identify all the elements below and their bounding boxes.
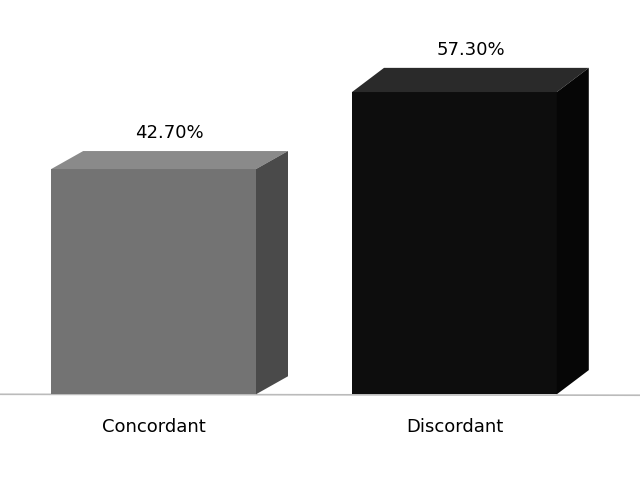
Text: Concordant: Concordant <box>102 418 205 436</box>
Polygon shape <box>352 68 589 92</box>
Text: 57.30%: 57.30% <box>436 41 505 60</box>
Text: 42.70%: 42.70% <box>135 124 204 143</box>
Polygon shape <box>352 92 557 394</box>
Polygon shape <box>256 151 288 394</box>
Polygon shape <box>557 68 589 394</box>
Text: Discordant: Discordant <box>406 418 503 436</box>
Polygon shape <box>51 169 256 394</box>
Polygon shape <box>51 151 288 169</box>
